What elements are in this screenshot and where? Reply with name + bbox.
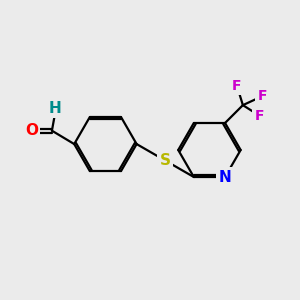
Text: F: F	[232, 79, 242, 93]
Text: F: F	[254, 109, 264, 122]
Text: H: H	[49, 101, 61, 116]
Text: O: O	[25, 123, 38, 138]
Text: S: S	[160, 153, 171, 168]
Text: N: N	[219, 169, 231, 184]
Text: F: F	[257, 89, 267, 103]
